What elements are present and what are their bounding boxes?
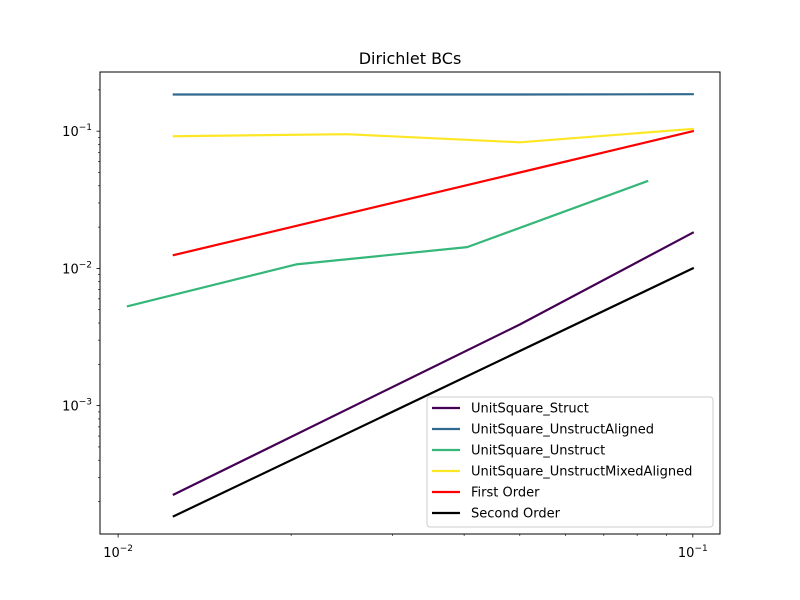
- legend-label: UnitSquare_UnstructAligned: [471, 423, 654, 438]
- legend-label: Second Order: [471, 507, 561, 522]
- x-tick-label: 10−2: [103, 544, 133, 561]
- legend-label: UnitSquare_Unstruct: [471, 444, 605, 459]
- plot-frame: [99, 71, 721, 535]
- plot-lines: [126, 93, 695, 518]
- series-line-3: [126, 179, 649, 308]
- legend-label: UnitSquare_Struct: [471, 402, 589, 417]
- y-axis-ticks: 10−3 10−2 10−1: [62, 89, 100, 502]
- x-axis-ticks: 10−2 10−1: [103, 534, 708, 561]
- legend-label: UnitSquare_UnstructMixedAligned: [471, 465, 692, 480]
- series-line-4: [172, 127, 694, 144]
- legend-label: First Order: [471, 486, 540, 501]
- series-line-5: [172, 129, 695, 257]
- y-tick-label: 10−3: [62, 398, 92, 415]
- legend: UnitSquare_Struct UnitSquare_UnstructAlig…: [426, 396, 714, 528]
- series-line-6: [172, 266, 695, 518]
- x-tick-label: 10−1: [678, 544, 708, 561]
- legend-box: [426, 396, 714, 528]
- chart-title: Dirichlet BCs: [359, 49, 462, 68]
- y-tick-label: 10−2: [62, 260, 92, 277]
- y-tick-label: 10−1: [62, 123, 92, 140]
- series-line-1: [172, 231, 695, 496]
